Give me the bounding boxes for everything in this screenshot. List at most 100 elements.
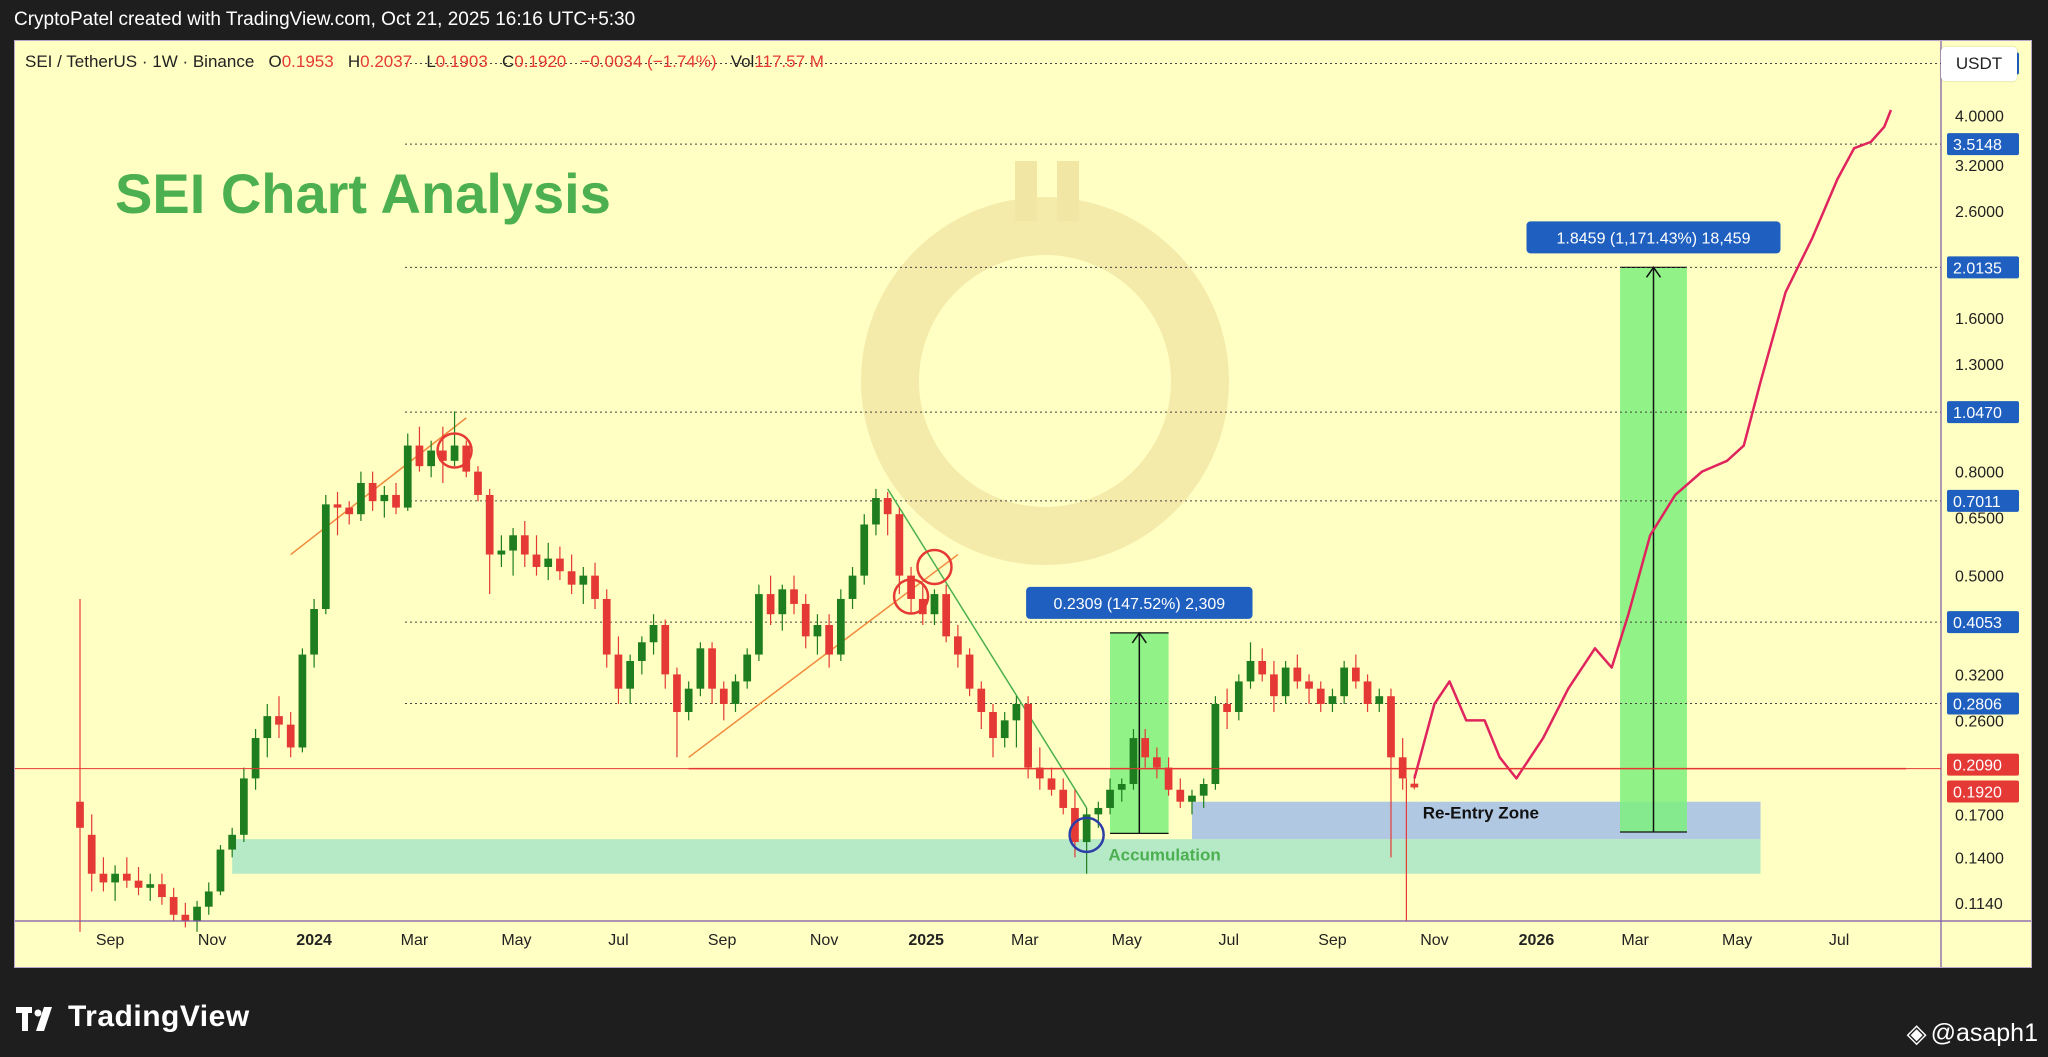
high-value: 0.2037 [360, 52, 413, 71]
time-tick: Mar [401, 932, 429, 949]
currency-selector[interactable]: USDT [1941, 47, 2017, 81]
candle-body [87, 834, 96, 874]
candle-body [380, 494, 389, 502]
footer-bar: TradingView ◈ @asaph1 [0, 968, 2048, 1057]
candle-body [1000, 720, 1009, 739]
low-label: L [426, 52, 436, 71]
candle-body [122, 873, 131, 881]
candle-body [298, 654, 307, 748]
low-value: 0.1903 [435, 52, 488, 71]
time-tick: 2024 [296, 932, 332, 949]
candle-body [310, 609, 318, 655]
candle-body [918, 598, 927, 615]
level-label-box [1947, 401, 2019, 424]
candle-body [883, 498, 892, 515]
currency-label: USDT [1955, 54, 2003, 73]
price-label-box [1947, 753, 2019, 776]
candle-body [216, 849, 225, 892]
chart-panel[interactable]: 0.2309 (147.52%) 2,309 1.8459 (1,171.43%)… [14, 40, 2032, 968]
price-label-box [1947, 780, 2019, 803]
candle-body [1351, 667, 1360, 682]
price-tick: 0.1700 [1955, 807, 2004, 824]
highlight-circle [436, 432, 473, 469]
chart-title: SEI Chart Analysis [115, 162, 611, 225]
candle-body [1012, 703, 1021, 721]
level-label: 0.7011 [1953, 494, 2001, 511]
candle-body [602, 598, 611, 655]
candle-body [825, 625, 833, 655]
candle-body [509, 535, 517, 551]
candle-body [134, 880, 143, 888]
candle-body [579, 575, 588, 585]
candle-body [1223, 703, 1231, 712]
candle-body [989, 711, 997, 739]
candle-body [1176, 789, 1185, 802]
highlight-circle [892, 578, 930, 615]
candle-body [954, 636, 962, 655]
candle-body [333, 504, 342, 508]
candle-body [1188, 795, 1196, 802]
candle-body [1234, 681, 1243, 712]
candle-body [766, 594, 775, 615]
measure-arrowhead [1131, 631, 1147, 644]
close-label: C [501, 52, 515, 71]
candle-body [321, 504, 330, 610]
price-tick: 0.2600 [1955, 713, 2004, 730]
price-tick: 1.6000 [1955, 311, 2004, 328]
zone-accumulation [232, 839, 1761, 874]
candle-body [626, 660, 635, 689]
price-tick: 0.1400 [1955, 850, 2004, 867]
price-tick: 4.0000 [1955, 108, 2004, 125]
candle-body [1363, 681, 1372, 704]
time-tick: Mar [1621, 932, 1649, 949]
level-label: 3.5148 [1953, 137, 2002, 154]
candle-body [895, 514, 904, 576]
credit-text: CryptoPatel created with TradingView.com… [14, 9, 636, 30]
time-tick: 2026 [1519, 932, 1555, 949]
candle-body [181, 914, 190, 921]
candle-body [415, 445, 424, 467]
candle-body [1398, 757, 1407, 779]
level-label: 2.0135 [1953, 260, 2002, 277]
candle-body [860, 524, 869, 576]
time-tick: May [1722, 932, 1752, 949]
rising-trendline-2025 [688, 553, 959, 758]
volume-label: Vol [730, 52, 755, 71]
candle-body [649, 625, 658, 643]
price-chart[interactable]: 0.2309 (147.52%) 2,309 1.8459 (1,171.43%)… [15, 41, 2031, 967]
candle-body [977, 688, 986, 712]
candle-body [1153, 757, 1161, 768]
candle-body [965, 654, 974, 689]
candle-body [392, 494, 400, 508]
candle-body [1246, 660, 1255, 682]
candle-body [1375, 696, 1384, 704]
candle-body [872, 498, 880, 525]
candle-body [836, 598, 845, 655]
close-value: 0.1920 [514, 52, 567, 71]
chart-credit-header: CryptoPatel created with TradingView.com… [0, 0, 2048, 40]
time-tick: Jul [1219, 932, 1239, 949]
candle-body [1071, 807, 1079, 843]
candle-body [1281, 667, 1290, 697]
time-tick: Sep [1318, 932, 1347, 949]
candle-body [673, 674, 681, 712]
candle-body [755, 594, 763, 655]
candle-body [1410, 783, 1419, 788]
candle-body [1293, 667, 1302, 682]
candle-body [228, 834, 237, 850]
symbol-label[interactable]: SEI / TetherUS · 1W · Binance [25, 52, 255, 71]
tradingview-logo[interactable]: TradingView [16, 1000, 250, 1034]
candle-body [474, 471, 482, 495]
time-tick: Nov [1420, 932, 1448, 949]
candle-body [567, 571, 576, 585]
candle-body [1106, 789, 1114, 808]
candle-body [204, 891, 213, 907]
price-tick: 0.1140 [1955, 896, 2003, 913]
tradingview-logo-icon [16, 1005, 60, 1031]
zone-label: Re-Entry Zone [1423, 803, 1539, 822]
candle-body [591, 575, 599, 599]
candle-body [1258, 660, 1267, 675]
price-tick: 0.6500 [1955, 511, 2004, 528]
candle-body [427, 450, 436, 467]
candle-body [462, 445, 471, 472]
